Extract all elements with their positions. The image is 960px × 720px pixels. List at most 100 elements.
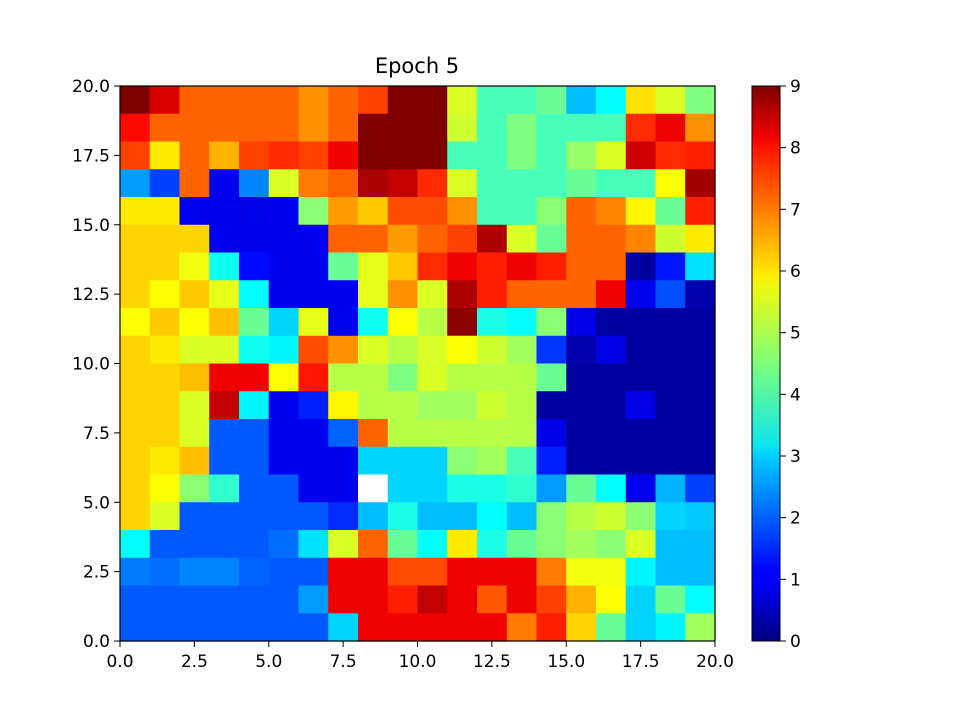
heatmap-cell: [387, 197, 419, 226]
heatmap-cell: [566, 141, 597, 170]
heatmap-cell: [536, 585, 567, 614]
heatmap-cell: [120, 141, 151, 170]
heatmap-cell: [625, 224, 657, 254]
heatmap-cell: [477, 613, 508, 642]
heatmap-cell: [596, 308, 627, 337]
heatmap-cell: [685, 363, 716, 392]
heatmap-cell: [685, 557, 716, 587]
y-tick-label: 0.0: [83, 632, 110, 652]
heatmap-cell: [506, 141, 538, 170]
colorbar-tick-label: 8: [790, 139, 801, 159]
heatmap-cell: [625, 280, 657, 309]
heatmap-cell: [655, 613, 686, 642]
y-tick-label: 5.0: [83, 493, 110, 513]
heatmap-cell: [387, 502, 419, 531]
heatmap-cell: [179, 169, 210, 198]
heatmap-cell: [536, 446, 567, 476]
heatmap-cell: [417, 335, 448, 365]
heatmap-cell: [209, 446, 240, 476]
heatmap-cell: [358, 419, 389, 448]
x-tick-label: 5.0: [255, 652, 282, 672]
heatmap-cell: [625, 363, 657, 392]
heatmap-cell: [179, 335, 210, 365]
heatmap-cell: [685, 585, 716, 614]
heatmap-cell: [179, 113, 210, 143]
heatmap-cell: [447, 613, 478, 642]
heatmap-cell: [417, 113, 448, 143]
colorbar-tick-label: 2: [790, 509, 801, 529]
heatmap-cell: [149, 113, 181, 143]
colorbar-tick-label: 4: [790, 385, 801, 405]
heatmap-cell: [298, 446, 329, 476]
heatmap-cell: [209, 585, 240, 614]
heatmap-cell: [358, 363, 389, 392]
heatmap-cell: [447, 169, 478, 198]
heatmap-cell: [328, 224, 359, 254]
heatmap-cell: [655, 363, 686, 392]
heatmap-cell: [328, 86, 359, 115]
heatmap-cell: [566, 308, 597, 337]
heatmap-cell: [328, 613, 359, 642]
heatmap-cell: [328, 419, 359, 448]
heatmap-cell: [566, 224, 597, 254]
heatmap-cell: [447, 86, 478, 115]
heatmap-cell: [566, 557, 597, 587]
heatmap-cell: [239, 446, 270, 476]
heatmap-cell: [149, 391, 181, 420]
heatmap-cell: [417, 585, 448, 614]
heatmap-cell: [239, 252, 270, 281]
heatmap-cell: [358, 502, 389, 531]
heatmap-cell: [358, 113, 389, 143]
heatmap-cell: [298, 280, 329, 309]
heatmap-cell: [596, 86, 627, 115]
heatmap-cell: [596, 391, 627, 420]
heatmap-cell: [566, 474, 597, 503]
heatmap-cell: [358, 446, 389, 476]
heatmap-cell: [506, 474, 538, 503]
heatmap-cell: [268, 585, 300, 614]
heatmap-cell: [506, 391, 538, 420]
heatmap-cell: [477, 197, 508, 226]
heatmap-cell: [120, 335, 151, 365]
heatmap-cell: [477, 280, 508, 309]
heatmap-cell: [149, 224, 181, 254]
heatmap-cell: [625, 308, 657, 337]
colorbar-tick-label: 7: [790, 200, 801, 220]
heatmap-cell: [149, 363, 181, 392]
heatmap-cell: [179, 197, 210, 226]
heatmap-cell: [506, 169, 538, 198]
heatmap-cell: [685, 419, 716, 448]
heatmap-cell: [328, 363, 359, 392]
heatmap-cell: [268, 530, 300, 559]
heatmap-cell: [625, 557, 657, 587]
colorbar: [751, 85, 781, 642]
heatmap-cell: [477, 86, 508, 115]
heatmap-cell: [447, 308, 478, 337]
heatmap-cell: [655, 113, 686, 143]
heatmap-cell: [298, 141, 329, 170]
heatmap-cell: [387, 224, 419, 254]
heatmap-cell: [120, 419, 151, 448]
heatmap-cell: [387, 530, 419, 559]
heatmap-cell: [685, 197, 716, 226]
heatmap-cell: [120, 474, 151, 503]
heatmap-cell: [685, 391, 716, 420]
heatmap-cell: [477, 308, 508, 337]
heatmap-cell: [625, 86, 657, 115]
heatmap-cell: [536, 308, 567, 337]
heatmap-cell: [625, 169, 657, 198]
heatmap-cell: [209, 141, 240, 170]
heatmap-cell: [566, 197, 597, 226]
colorbar-tick-label: 3: [790, 447, 801, 467]
heatmap-cell: [268, 280, 300, 309]
heatmap-cell: [596, 419, 627, 448]
heatmap-cell: [239, 335, 270, 365]
heatmap-cell: [387, 86, 419, 115]
heatmap-cell: [120, 197, 151, 226]
heatmap-cell: [328, 169, 359, 198]
y-axis: 0.0 2.5 5.0 7.5 10.0 12.5 15.0 17.5 20.0: [72, 77, 120, 652]
heatmap-cell: [239, 308, 270, 337]
heatmap-cell: [417, 252, 448, 281]
heatmap-cell: [655, 557, 686, 587]
heatmap-cell: [536, 419, 567, 448]
